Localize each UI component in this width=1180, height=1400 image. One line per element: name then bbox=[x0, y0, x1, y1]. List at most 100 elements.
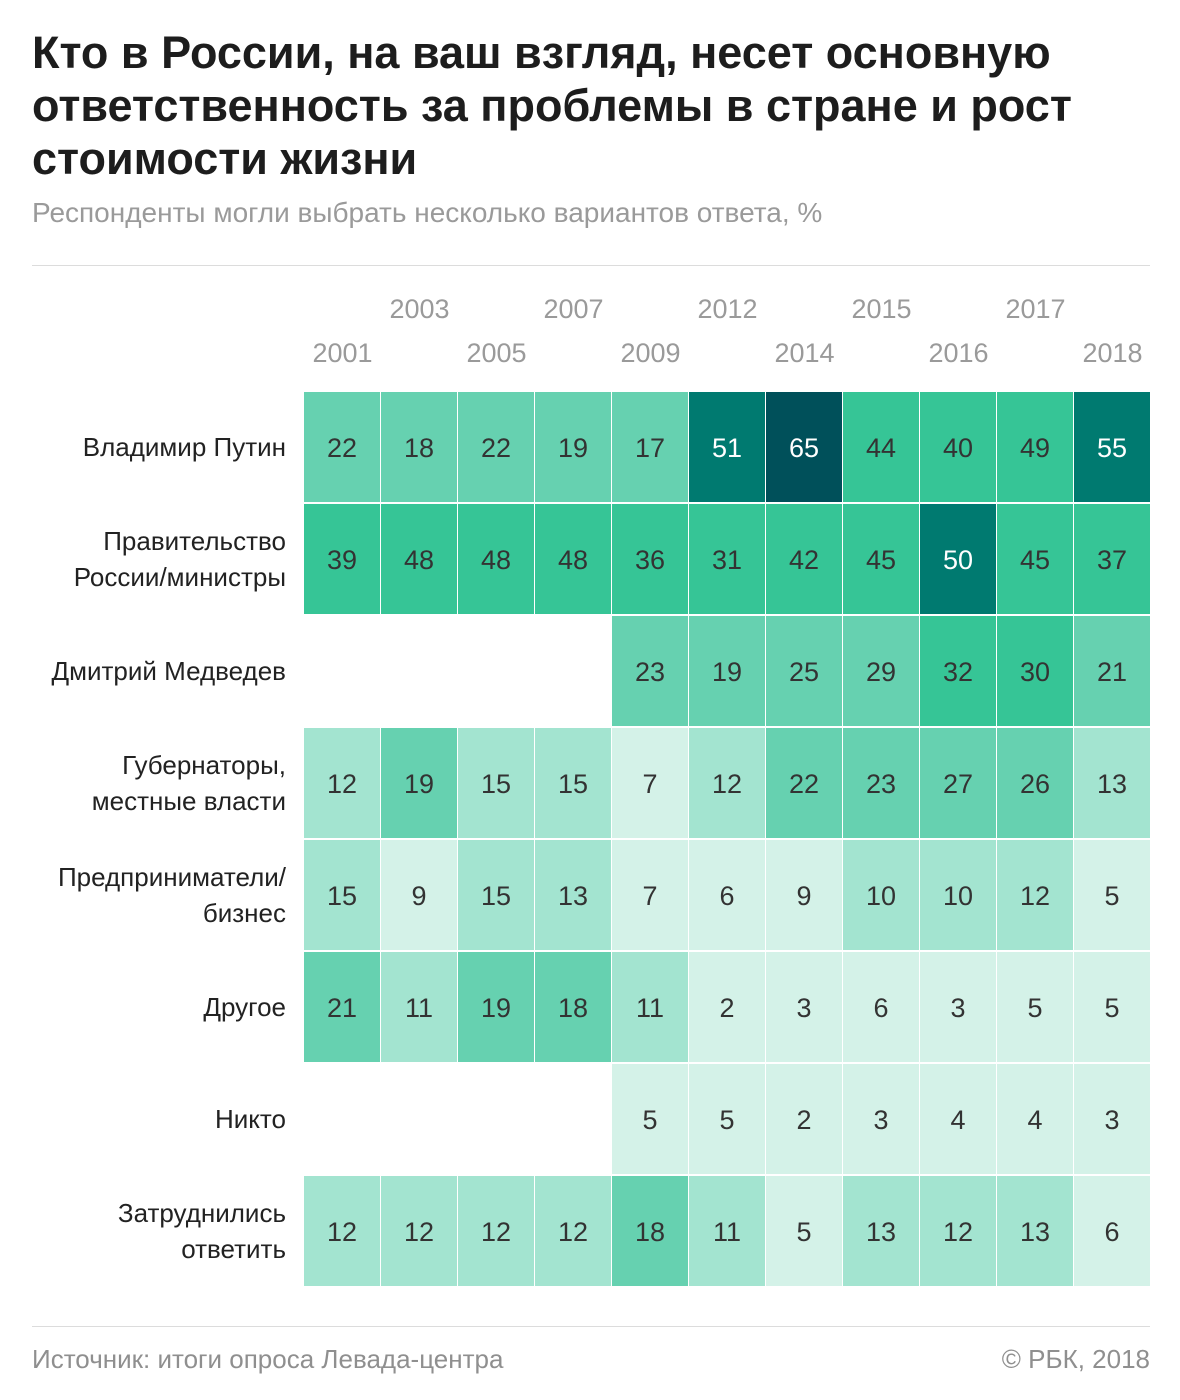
cell-value: 5 bbox=[1027, 993, 1042, 1023]
heatmap-cell bbox=[689, 728, 765, 838]
cell-value: 29 bbox=[866, 657, 896, 687]
heatmap-cell bbox=[458, 504, 534, 614]
heatmap-cell bbox=[1074, 392, 1150, 502]
heatmap-cell bbox=[997, 1064, 1073, 1174]
row-label: Другое bbox=[203, 992, 286, 1022]
heatmap-cell bbox=[612, 1176, 688, 1286]
heatmap-cell bbox=[843, 616, 919, 726]
cell-value: 4 bbox=[1027, 1105, 1042, 1135]
cell-value: 50 bbox=[943, 545, 973, 575]
cell-value: 27 bbox=[943, 769, 973, 799]
cell-value: 15 bbox=[558, 769, 588, 799]
cell-value: 12 bbox=[558, 1217, 588, 1247]
cell-value: 3 bbox=[796, 993, 811, 1023]
row-label: Никто bbox=[215, 1104, 286, 1134]
heatmap-cell bbox=[766, 504, 842, 614]
row-label: Предприниматели/ bbox=[58, 862, 287, 892]
heatmap-cell bbox=[689, 1176, 765, 1286]
cell-value: 3 bbox=[1104, 1105, 1119, 1135]
year-label: 2016 bbox=[928, 338, 988, 368]
heatmap-cell bbox=[304, 728, 380, 838]
heatmap-cell bbox=[689, 952, 765, 1062]
heatmap-cell bbox=[997, 504, 1073, 614]
cell-value: 37 bbox=[1097, 545, 1127, 575]
cell-value: 26 bbox=[1020, 769, 1050, 799]
heatmap-cell bbox=[843, 952, 919, 1062]
heatmap-cell bbox=[843, 392, 919, 502]
heatmap-cell bbox=[381, 952, 457, 1062]
year-label: 2007 bbox=[543, 294, 603, 324]
heatmap-cell bbox=[458, 1176, 534, 1286]
heatmap-cell bbox=[997, 392, 1073, 502]
cell-value: 11 bbox=[636, 993, 664, 1023]
cell-value: 3 bbox=[950, 993, 965, 1023]
cell-value: 13 bbox=[1020, 1217, 1050, 1247]
cell-value: 12 bbox=[1020, 881, 1050, 911]
cell-value: 32 bbox=[943, 657, 973, 687]
chart-subtitle: Респонденты могли выбрать несколько вари… bbox=[32, 197, 823, 228]
row-label: Правительство bbox=[103, 526, 286, 556]
heatmap-cell bbox=[766, 952, 842, 1062]
heatmap-cell bbox=[843, 504, 919, 614]
cell-value: 30 bbox=[1020, 657, 1050, 687]
heatmap-cell bbox=[381, 840, 457, 950]
heatmap-cell bbox=[1074, 840, 1150, 950]
heatmap-cell bbox=[766, 616, 842, 726]
row-label: Губернаторы, bbox=[122, 750, 286, 780]
top-divider bbox=[32, 265, 1150, 266]
heatmap-cell bbox=[535, 952, 611, 1062]
heatmap-cell bbox=[843, 840, 919, 950]
heatmap-cell bbox=[535, 392, 611, 502]
year-label: 2003 bbox=[389, 294, 449, 324]
cell-value: 12 bbox=[943, 1217, 973, 1247]
row-label: бизнес bbox=[203, 898, 286, 928]
heatmap-cell bbox=[920, 1176, 996, 1286]
heatmap-cell bbox=[920, 1064, 996, 1174]
source-note: Источник: итоги опроса Левада-центра bbox=[32, 1344, 504, 1374]
cell-value: 18 bbox=[558, 993, 588, 1023]
cell-value: 3 bbox=[873, 1105, 888, 1135]
cell-value: 2 bbox=[796, 1105, 811, 1135]
cell-value: 5 bbox=[796, 1217, 811, 1247]
copyright-note: © РБК, 2018 bbox=[1001, 1344, 1150, 1374]
heatmap-cell bbox=[535, 840, 611, 950]
cell-value: 5 bbox=[642, 1105, 657, 1135]
cell-value: 19 bbox=[558, 433, 588, 463]
row-label: Затруднились bbox=[118, 1198, 286, 1228]
row-label: России/министры bbox=[74, 562, 286, 592]
heatmap-cell bbox=[1074, 1064, 1150, 1174]
heatmap-cell bbox=[689, 840, 765, 950]
cell-value: 31 bbox=[712, 545, 742, 575]
heatmap-cell bbox=[766, 840, 842, 950]
heatmap-cell bbox=[920, 392, 996, 502]
year-label: 2001 bbox=[312, 338, 372, 368]
cell-value: 7 bbox=[642, 881, 657, 911]
heatmap-cell bbox=[612, 728, 688, 838]
heatmap-cell bbox=[458, 728, 534, 838]
cell-value: 23 bbox=[866, 769, 896, 799]
heatmap-cell bbox=[689, 1064, 765, 1174]
cell-value: 18 bbox=[404, 433, 434, 463]
cell-value: 65 bbox=[789, 433, 819, 463]
cell-value: 10 bbox=[943, 881, 973, 911]
heatmap-cell bbox=[535, 728, 611, 838]
cell-value: 5 bbox=[1104, 993, 1119, 1023]
heatmap-cell bbox=[843, 1176, 919, 1286]
heatmap-cell bbox=[997, 616, 1073, 726]
cell-value: 45 bbox=[1020, 545, 1050, 575]
cell-value: 12 bbox=[481, 1217, 511, 1247]
cell-value: 48 bbox=[558, 545, 588, 575]
cell-value: 12 bbox=[327, 769, 357, 799]
cell-value: 5 bbox=[1104, 881, 1119, 911]
heatmap-cell bbox=[535, 1176, 611, 1286]
heatmap-cell bbox=[766, 728, 842, 838]
cell-value: 15 bbox=[327, 881, 357, 911]
heatmap-chart: 2001 2003 2005 2007 2009 2012 2014 2015 2016 2017… bbox=[51, 294, 1150, 1286]
heatmap-cell bbox=[612, 1064, 688, 1174]
cell-value: 11 bbox=[713, 1217, 741, 1247]
heatmap-cell bbox=[997, 1176, 1073, 1286]
cell-value: 6 bbox=[1104, 1217, 1119, 1247]
bottom-divider bbox=[32, 1326, 1150, 1327]
cell-value: 9 bbox=[796, 881, 811, 911]
cell-value: 19 bbox=[712, 657, 742, 687]
